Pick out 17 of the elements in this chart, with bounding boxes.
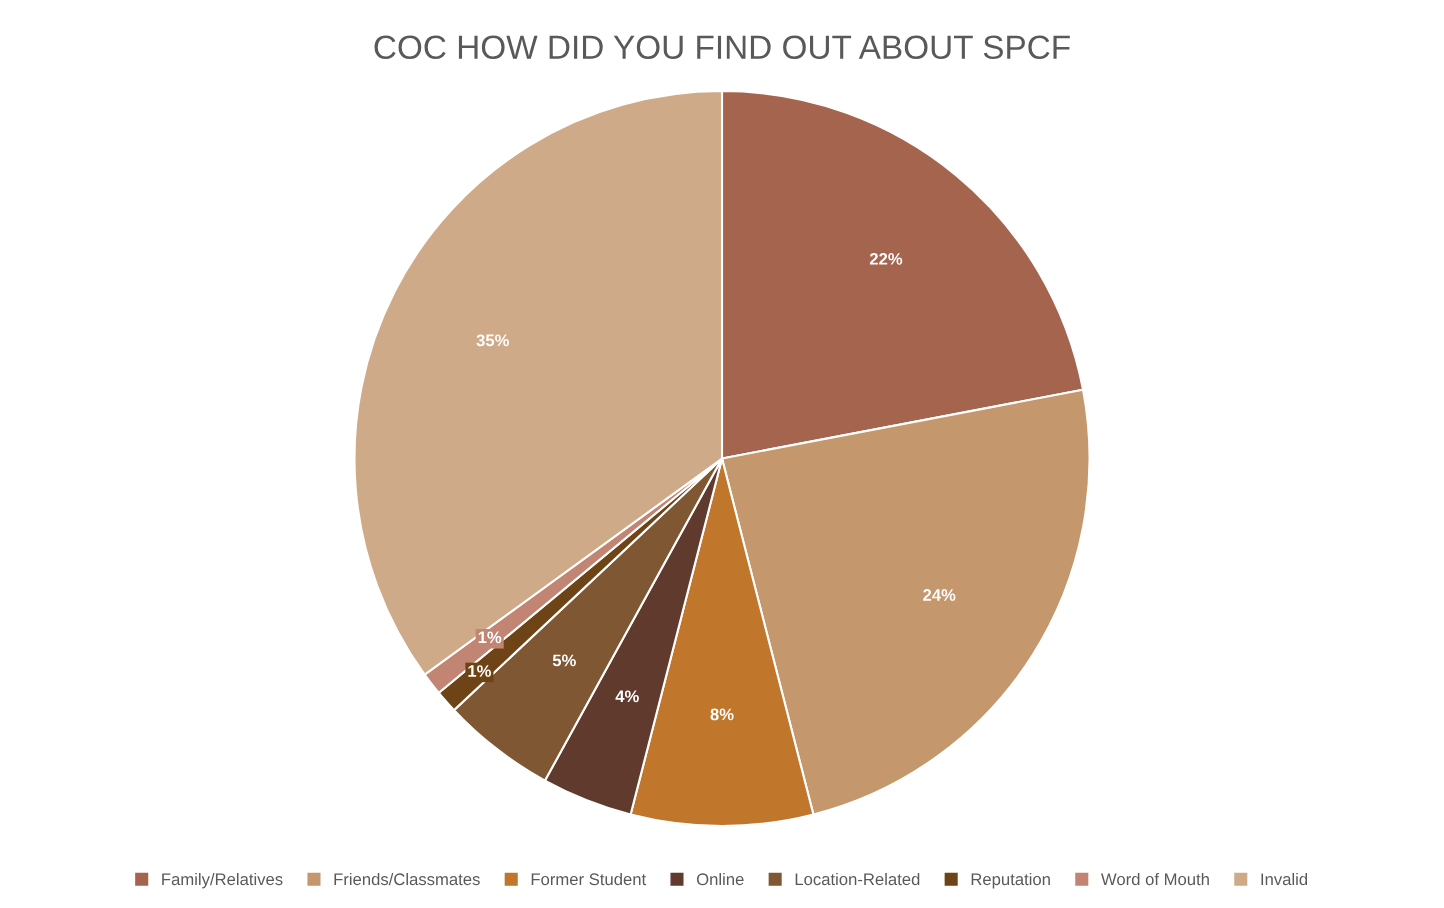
data-label: 5%: [552, 654, 576, 667]
legend-label: Invalid: [1261, 872, 1308, 886]
chart-title: COC HOW DID YOU FIND OUT ABOUT SPCF: [374, 35, 1070, 60]
legend-label: Location-Related: [795, 872, 920, 886]
data-label: 22%: [869, 252, 903, 265]
data-label: 24%: [923, 589, 956, 601]
legend-label: Former Student: [531, 872, 647, 886]
legend-label: Friends/Classmates: [334, 872, 480, 886]
legend-label: Family/Relatives: [162, 872, 283, 889]
data-label: 1%: [478, 631, 502, 644]
data-label: 35%: [476, 334, 510, 347]
legend-label: Online: [696, 872, 744, 886]
data-label: 8%: [710, 708, 734, 721]
data-label: 1%: [468, 665, 491, 677]
data-label: 4%: [615, 690, 639, 703]
legend-label: Word of Mouth: [1101, 872, 1209, 886]
legend-label: Reputation: [971, 872, 1050, 889]
